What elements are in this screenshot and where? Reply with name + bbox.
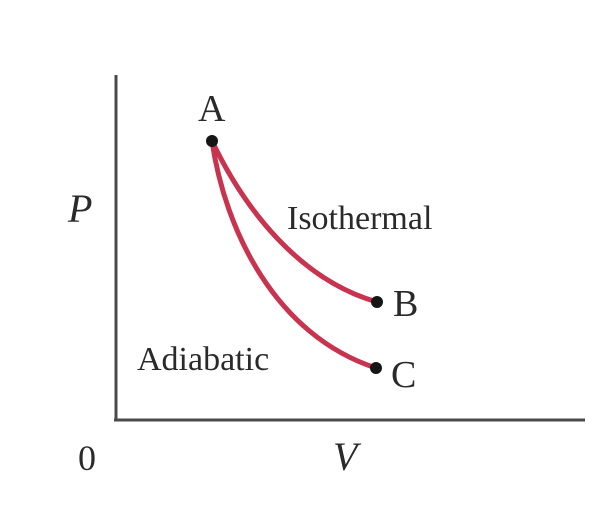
- adiabatic-label: Adiabatic: [137, 341, 269, 378]
- y-axis-label: P: [67, 186, 92, 231]
- point-c: [370, 362, 382, 374]
- adiabatic-curve: [209, 138, 379, 371]
- origin-label: 0: [78, 438, 96, 478]
- point-c-label: C: [391, 354, 416, 396]
- point-a-label: A: [198, 88, 226, 130]
- point-b-label: B: [393, 283, 418, 325]
- x-axis-label: V: [333, 434, 362, 479]
- isothermal-label: Isothermal: [287, 200, 432, 237]
- point-b: [371, 296, 383, 308]
- isothermal-curve: [209, 138, 380, 305]
- point-a: [206, 135, 218, 147]
